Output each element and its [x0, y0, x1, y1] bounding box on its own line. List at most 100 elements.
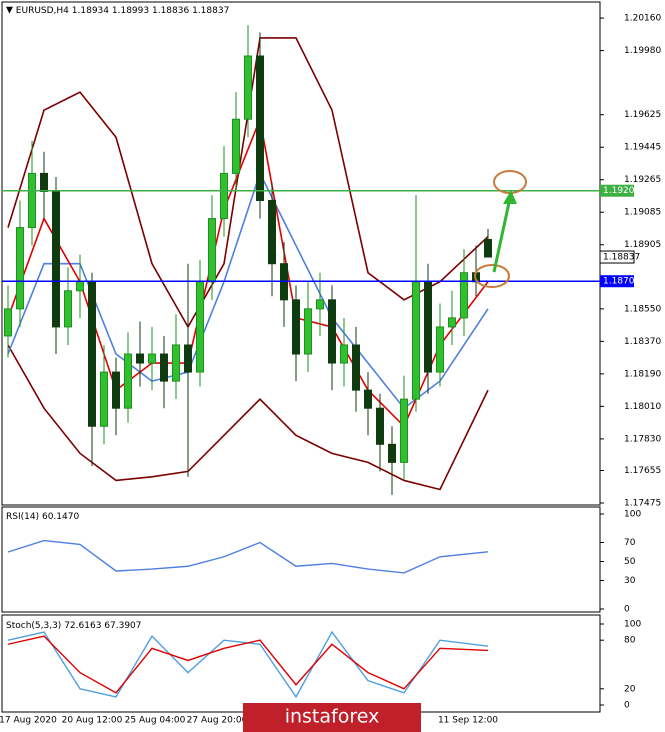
y-tick-label: 1.17655 — [624, 466, 661, 476]
stoch-tick-label: 100 — [624, 620, 641, 630]
candle-body — [484, 239, 492, 258]
level-tag — [600, 184, 634, 197]
y-tick-label: 1.18370 — [624, 337, 661, 347]
open: 1.18934 — [72, 6, 109, 16]
candle-body — [220, 172, 228, 220]
candle-body — [160, 353, 168, 382]
candle-body — [232, 118, 240, 174]
candle-body — [256, 55, 264, 201]
candle-body — [52, 190, 60, 328]
high: 1.18993 — [112, 6, 149, 16]
overlay-line — [7, 344, 489, 491]
y-tick-label: 1.19980 — [624, 46, 661, 56]
x-tick-label: 20 Aug 12:00 — [62, 716, 123, 726]
candle-body — [172, 344, 180, 382]
stoch-name: Stoch(5,3,3) — [6, 621, 61, 631]
low: 1.18836 — [152, 6, 189, 16]
candle-body — [196, 281, 204, 373]
rsi-line — [7, 539, 489, 574]
watermark-box — [243, 703, 421, 732]
y-tick-label: 1.19085 — [624, 208, 661, 218]
rsi-panel — [1, 506, 601, 613]
candle-body — [388, 443, 396, 463]
candle-body — [124, 353, 132, 409]
candle-body — [436, 326, 444, 373]
y-tick-label: 1.19445 — [624, 143, 661, 153]
candle-body — [460, 272, 468, 319]
candle-body — [40, 172, 48, 192]
y-tick-label: 1.18190 — [624, 369, 661, 379]
last-price-tag — [599, 250, 635, 264]
y-tick-label: 1.18550 — [624, 304, 661, 314]
rsi-tick-label: 70 — [624, 538, 636, 548]
candle-body — [88, 281, 96, 427]
arrow-shaft — [492, 197, 512, 273]
level-tag — [600, 275, 634, 288]
symbol: EURUSD,H4 — [16, 6, 69, 16]
stoch-tick-label: 80 — [624, 636, 636, 646]
stoch-main — [7, 630, 489, 699]
annotations — [474, 170, 527, 288]
y-tick-label: 1.19265 — [624, 175, 661, 185]
arrow-head — [503, 190, 517, 204]
overlay-line — [7, 171, 489, 410]
candle-body — [304, 308, 312, 355]
y-tick-label: 1.17475 — [624, 499, 661, 509]
y-tick-label: 1.17830 — [624, 434, 661, 444]
overlay-line — [7, 37, 489, 329]
candle-body — [76, 281, 84, 292]
candle-body — [268, 199, 276, 265]
stoch-signal-last: 67.3907 — [104, 621, 141, 631]
candle-body — [400, 398, 408, 463]
candle-body — [148, 353, 156, 364]
y-tick-label: 1.18010 — [624, 402, 661, 412]
x-tick-label: 17 Aug 2020 — [0, 716, 57, 726]
candle-body — [352, 344, 360, 391]
x-tick-label: 25 Aug 04:00 — [125, 716, 186, 726]
candle-body — [136, 353, 144, 364]
candle-body — [184, 344, 192, 373]
level-label: 1.19204 — [603, 186, 640, 196]
entry-ellipse — [474, 264, 510, 288]
rsi-tick-label: 30 — [624, 576, 636, 586]
y-tick-label: 1.20160 — [624, 14, 661, 24]
candle-body — [16, 227, 24, 310]
y-tick-label: 1.19625 — [624, 110, 661, 120]
stoch-tick-label: 0 — [624, 701, 630, 711]
candle-body — [328, 299, 336, 364]
rsi-last: 60.1470 — [42, 512, 79, 522]
rsi-tick-label: 50 — [624, 557, 636, 567]
stoch-tick-label: 20 — [624, 684, 636, 694]
candle-body — [340, 344, 348, 364]
rsi-tick-label: 100 — [624, 510, 641, 520]
candle-body — [208, 218, 216, 283]
candle-body — [412, 281, 420, 400]
close: 1.18837 — [192, 6, 229, 16]
x-tick-label: 27 Aug 20:00 — [187, 716, 248, 726]
watermark: instaforex — [285, 706, 380, 728]
overlay-line — [7, 116, 489, 428]
candle-body — [28, 172, 36, 229]
level-label: 1.18703 — [603, 277, 640, 287]
candle-body — [4, 308, 12, 337]
y-tick-label: 1.18905 — [624, 240, 661, 250]
stoch-main-last: 72.6163 — [64, 621, 101, 631]
candle-body — [244, 55, 252, 120]
candle-body — [448, 317, 456, 328]
candle-body — [112, 371, 120, 409]
x-tick-label: 11 Sep 12:00 — [438, 716, 498, 726]
stoch-title: Stoch(5,3,3) 72.6163 67.3907 — [6, 621, 142, 631]
stoch-signal — [7, 635, 489, 694]
rsi-name: RSI(14) — [6, 512, 39, 522]
candle-body — [292, 299, 300, 355]
last-price-label: 1.18837 — [603, 253, 640, 263]
rsi-tick-label: 0 — [624, 605, 630, 615]
candle-body — [424, 281, 432, 373]
candle-body — [64, 290, 72, 328]
target-ellipse — [493, 170, 527, 194]
candle-body — [316, 299, 324, 310]
candle-body — [364, 389, 372, 409]
header: ▼ EURUSD,H4 1.18934 1.18993 1.18836 1.18… — [6, 6, 229, 16]
candle-body — [376, 407, 384, 445]
